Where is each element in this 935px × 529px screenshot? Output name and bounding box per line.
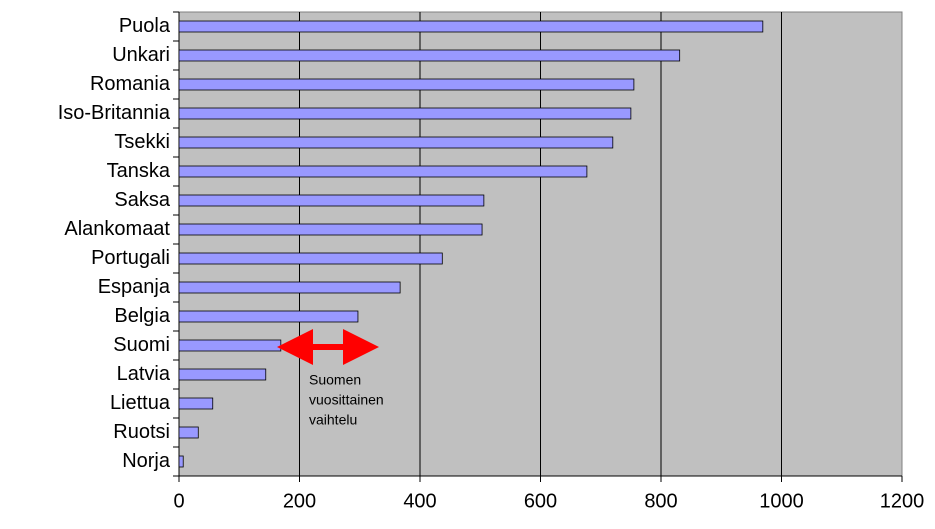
- x-tick-label: 800: [644, 490, 677, 512]
- annotation: vaihtelu: [309, 412, 357, 428]
- bar: [178, 368, 267, 381]
- y-tick-label: Latvia: [117, 363, 171, 385]
- y-tick-label: Ruotsi: [113, 421, 170, 443]
- y-tick-label: Puola: [119, 15, 171, 37]
- y-tick-label: Alankomaat: [64, 218, 170, 240]
- bar: [178, 281, 401, 294]
- x-tick-label: 600: [524, 490, 557, 512]
- y-tick-label: Norja: [122, 450, 171, 472]
- y-tick-label: Portugali: [91, 247, 170, 269]
- bar: [178, 136, 614, 149]
- x-tick-label: 1000: [759, 490, 804, 512]
- bar: [178, 194, 485, 207]
- y-tick-label: Liettua: [110, 392, 171, 414]
- y-tick-label: Iso-Britannia: [58, 102, 171, 124]
- x-tick-label: 400: [403, 490, 436, 512]
- bar: [178, 49, 681, 62]
- y-tick-label: Tanska: [107, 160, 171, 182]
- bar: [178, 455, 184, 468]
- bar: [178, 165, 588, 178]
- y-tick-label: Unkari: [112, 44, 170, 66]
- annotation: Suomen: [309, 372, 361, 388]
- y-tick-label: Suomi: [113, 334, 170, 356]
- bar: [178, 339, 282, 352]
- bar: [178, 223, 483, 236]
- y-tick-label: Tsekki: [114, 131, 170, 153]
- marks: 0 200 400 600 800 1000 1200 Puola Unkari Romania I…: [58, 11, 925, 512]
- bar: [178, 78, 635, 91]
- bar: [178, 107, 632, 120]
- y-tick-label: Saksa: [114, 189, 170, 211]
- bar: [178, 252, 443, 265]
- x-tick-label: 0: [173, 490, 184, 512]
- y-tick-label: Espanja: [98, 276, 171, 298]
- bar: [178, 20, 764, 33]
- annotation: vuosittainen: [309, 392, 384, 408]
- x-tick-label: 1200: [880, 490, 925, 512]
- bar: [178, 310, 359, 323]
- bar: [178, 397, 214, 410]
- bar: [178, 426, 199, 439]
- y-tick-label: Romania: [90, 73, 171, 95]
- x-tick-label: 200: [283, 490, 316, 512]
- y-tick-label: Belgia: [114, 305, 170, 327]
